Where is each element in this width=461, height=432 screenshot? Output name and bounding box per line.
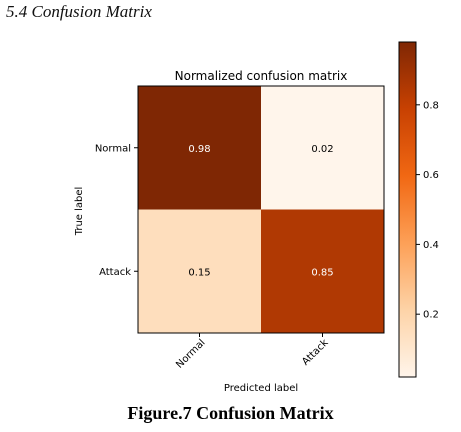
y-axis-ticks: Normal Attack bbox=[95, 143, 138, 278]
colorbar bbox=[398, 41, 417, 378]
heatmap-cells bbox=[138, 86, 384, 333]
colorbar-tick-label: 0.4 bbox=[423, 240, 439, 251]
x-axis-label: Predicted label bbox=[224, 383, 298, 394]
y-tick-label-attack: Attack bbox=[99, 267, 131, 278]
cell-value-label: 0.98 bbox=[188, 144, 210, 155]
y-tick-label-normal: Normal bbox=[95, 143, 131, 154]
cell-attack-normal bbox=[138, 209, 261, 333]
colorbar-tick-label: 0.2 bbox=[423, 310, 439, 321]
section-heading: 5.4 Confusion Matrix bbox=[6, 2, 152, 21]
heatmap-cell-labels: 0.98 0.02 0.15 0.85 bbox=[188, 144, 333, 279]
figure-caption: Figure.7 Confusion Matrix bbox=[127, 403, 334, 423]
y-axis-label: True label bbox=[74, 187, 85, 237]
cell-value-label: 0.15 bbox=[188, 267, 210, 278]
cell-normal-attack bbox=[261, 86, 384, 210]
colorbar-ticks: 0.2 0.4 0.6 0.8 bbox=[416, 100, 439, 321]
cell-normal-normal bbox=[138, 86, 261, 210]
colorbar-tick-label: 0.6 bbox=[423, 170, 439, 181]
plot-frame bbox=[137, 85, 385, 334]
colorbar-tick-label: 0.8 bbox=[423, 100, 439, 111]
x-tick-label-normal: Normal bbox=[174, 337, 207, 370]
x-axis-ticks: Normal Attack bbox=[174, 333, 331, 371]
chart-title: Normalized confusion matrix bbox=[175, 69, 348, 83]
cell-value-label: 0.85 bbox=[311, 267, 333, 278]
cell-value-label: 0.02 bbox=[311, 144, 333, 155]
confusion-matrix-chart: 0.98 0.02 0.15 0.85 Normalized confusion ma… bbox=[74, 41, 439, 394]
cell-attack-attack bbox=[261, 209, 384, 333]
x-tick-label-attack: Attack bbox=[300, 337, 330, 367]
